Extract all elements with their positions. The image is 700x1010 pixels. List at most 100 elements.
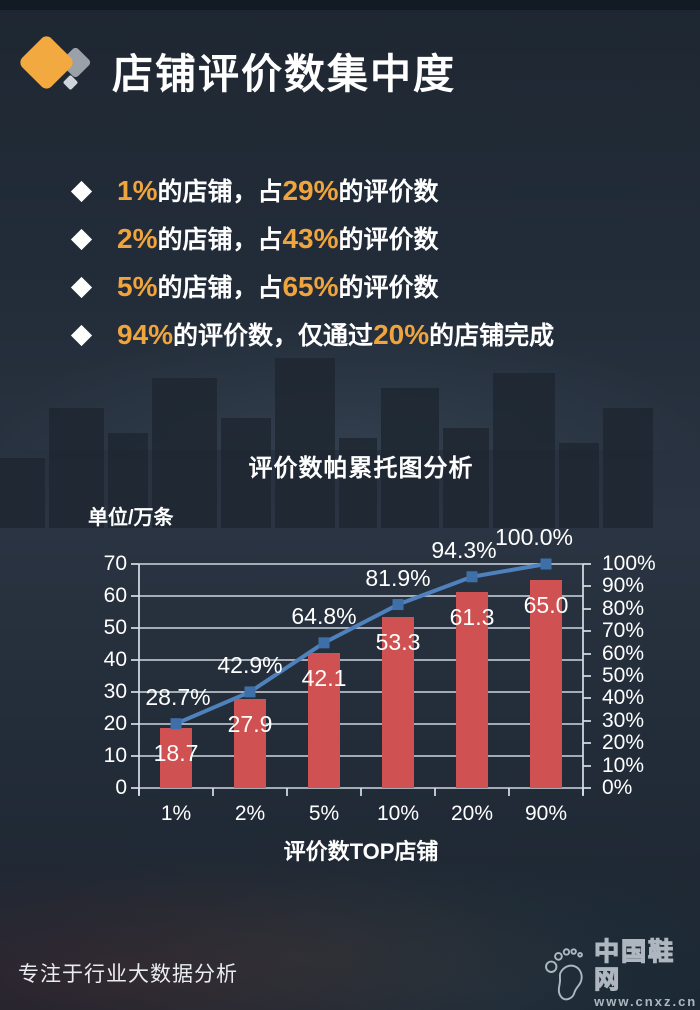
x-axis-tick-mark xyxy=(434,788,436,796)
bar-value-label: 61.3 xyxy=(449,603,495,630)
x-axis-tick-mark xyxy=(508,788,510,796)
right-axis-line xyxy=(582,564,584,795)
left-axis-tick-mark xyxy=(131,691,139,693)
line-percent-label: 42.9% xyxy=(217,651,283,678)
bullet-item: 2%的店铺，占43%的评价数 xyxy=(70,222,554,257)
gridline xyxy=(139,723,583,725)
left-axis-line xyxy=(138,564,140,795)
right-axis-tick-label: 0% xyxy=(602,776,633,799)
background-sky-glow xyxy=(0,320,700,450)
left-axis-tick-label: 30 xyxy=(103,680,127,703)
background-city-skyline xyxy=(0,350,700,528)
right-axis-tick-mark xyxy=(583,764,591,767)
bullet-text: 94%的评价数，仅通过20%的店铺完成 xyxy=(117,319,555,350)
bullet-item: 1%的店铺，占29%的评价数 xyxy=(70,174,554,209)
right-axis-tick-mark xyxy=(583,563,591,565)
bullet-diamond-icon xyxy=(70,324,93,347)
right-axis-tick-label: 60% xyxy=(602,641,645,665)
left-axis-tick-mark xyxy=(131,755,139,757)
background-bottom-glow xyxy=(0,830,700,1010)
bullet-diamond-icon xyxy=(70,228,93,251)
gridline xyxy=(139,691,583,693)
x-axis-tick-mark xyxy=(286,788,288,796)
x-axis-tick-mark xyxy=(360,788,362,796)
x-axis-category-label: 5% xyxy=(308,802,340,825)
x-axis-category-label: 2% xyxy=(234,802,266,825)
line-percent-label: 28.7% xyxy=(145,683,211,710)
left-axis-tick-label: 20 xyxy=(103,712,127,735)
right-axis-tick-label: 40% xyxy=(602,686,645,710)
bar xyxy=(234,698,266,788)
line-percent-label: 100.0% xyxy=(494,524,573,550)
key-stats-list: 1%的店铺，占29%的评价数 2%的店铺，占43%的评价数 5%的店铺，占65%的评… xyxy=(70,174,554,366)
left-axis-tick-mark xyxy=(131,787,139,789)
right-axis-tick-mark xyxy=(583,675,591,677)
left-axis-tick-mark xyxy=(131,595,139,597)
bullet-diamond-icon xyxy=(70,276,93,299)
left-axis-tick-label: 60 xyxy=(103,584,127,607)
right-axis-tick-mark xyxy=(583,585,591,588)
bar-value-label: 53.3 xyxy=(375,629,421,656)
right-axis-tick-label: 90% xyxy=(602,574,645,598)
bullet-text: 5%的店铺，占65%的评价数 xyxy=(117,271,439,302)
x-axis-category-label: 1% xyxy=(160,802,192,825)
footprint-icon xyxy=(545,948,583,1001)
right-axis-tick-mark xyxy=(583,719,591,722)
right-axis-tick-label: 50% xyxy=(602,664,645,687)
bar-value-label: 27.9 xyxy=(227,710,273,737)
left-axis-tick-label: 70 xyxy=(103,552,127,575)
brand-logo: 中国鞋网 www.cnxz.cn xyxy=(540,937,698,1009)
line-percent-label: 81.9% xyxy=(365,564,431,591)
bar xyxy=(456,591,488,788)
bullet-text: 1%的店铺，占29%的评价数 xyxy=(117,175,439,206)
right-axis-tick-mark xyxy=(583,787,591,789)
line-percent-label: 64.8% xyxy=(291,602,357,629)
bullet-item: 94%的评价数，仅通过20%的店铺完成 xyxy=(70,318,554,353)
x-axis-tick-mark xyxy=(582,788,584,796)
bullet-diamond-icon xyxy=(70,180,93,203)
logo-name: 中国鞋网 xyxy=(593,937,676,994)
bar-value-label: 18.7 xyxy=(153,740,199,767)
left-axis-tick-label: 50 xyxy=(103,616,127,639)
left-axis-tick-mark xyxy=(131,723,139,725)
right-axis-tick-label: 30% xyxy=(602,708,645,732)
bar xyxy=(530,580,562,788)
x-axis-category-label: 10% xyxy=(376,802,420,825)
left-axis-tick-mark xyxy=(131,563,139,565)
right-axis-tick-mark xyxy=(583,742,591,745)
right-axis-tick-mark xyxy=(583,607,591,610)
cumulative-line xyxy=(170,558,552,730)
bar-value-label: 65.0 xyxy=(523,592,569,618)
bar xyxy=(160,728,192,788)
bullet-item: 5%的店铺，占65%的评价数 xyxy=(70,270,554,305)
left-axis-tick-mark xyxy=(131,659,139,661)
gridline xyxy=(139,755,583,757)
left-axis-tick-label: 10 xyxy=(103,744,127,767)
x-axis-title: 评价数TOP店铺 xyxy=(283,839,439,864)
x-axis-category-label: 90% xyxy=(524,802,568,825)
right-axis-tick-label: 80% xyxy=(602,596,645,620)
logo-texts: 中国鞋网 www.cnxz.cn xyxy=(593,937,698,1010)
right-axis-tick-mark xyxy=(583,697,591,700)
logo-url: www.cnxz.cn xyxy=(594,994,698,1009)
line-percent-label: 94.3% xyxy=(431,536,497,563)
footer-tagline: 专注于行业大数据分析 xyxy=(18,963,238,986)
top-dark-strip xyxy=(0,0,700,10)
right-axis-tick-label: 20% xyxy=(602,731,645,755)
bar-value-label: 42.1 xyxy=(301,665,347,692)
left-axis-tick-label: 0 xyxy=(115,776,127,799)
chart-title: 评价数帕累托图分析 xyxy=(248,455,474,482)
left-axis-tick-mark xyxy=(131,627,139,629)
gridline xyxy=(139,659,583,661)
x-axis-tick-mark xyxy=(212,788,214,796)
bar xyxy=(382,617,414,788)
pareto-chart-plot: 0 10 20 30 40 50 60 70 0% 10% 20% 30% 40% 50% 60% 70% 80… xyxy=(104,524,656,825)
right-axis-tick-label: 100% xyxy=(602,552,656,575)
gridline xyxy=(139,627,583,629)
page-title: 店铺评价数集中度 xyxy=(112,51,456,97)
right-axis-tick-mark xyxy=(583,630,591,633)
right-axis-tick-mark xyxy=(583,652,591,655)
bullet-text: 2%的店铺，占43%的评价数 xyxy=(117,223,439,254)
right-axis-tick-label: 10% xyxy=(602,753,645,777)
